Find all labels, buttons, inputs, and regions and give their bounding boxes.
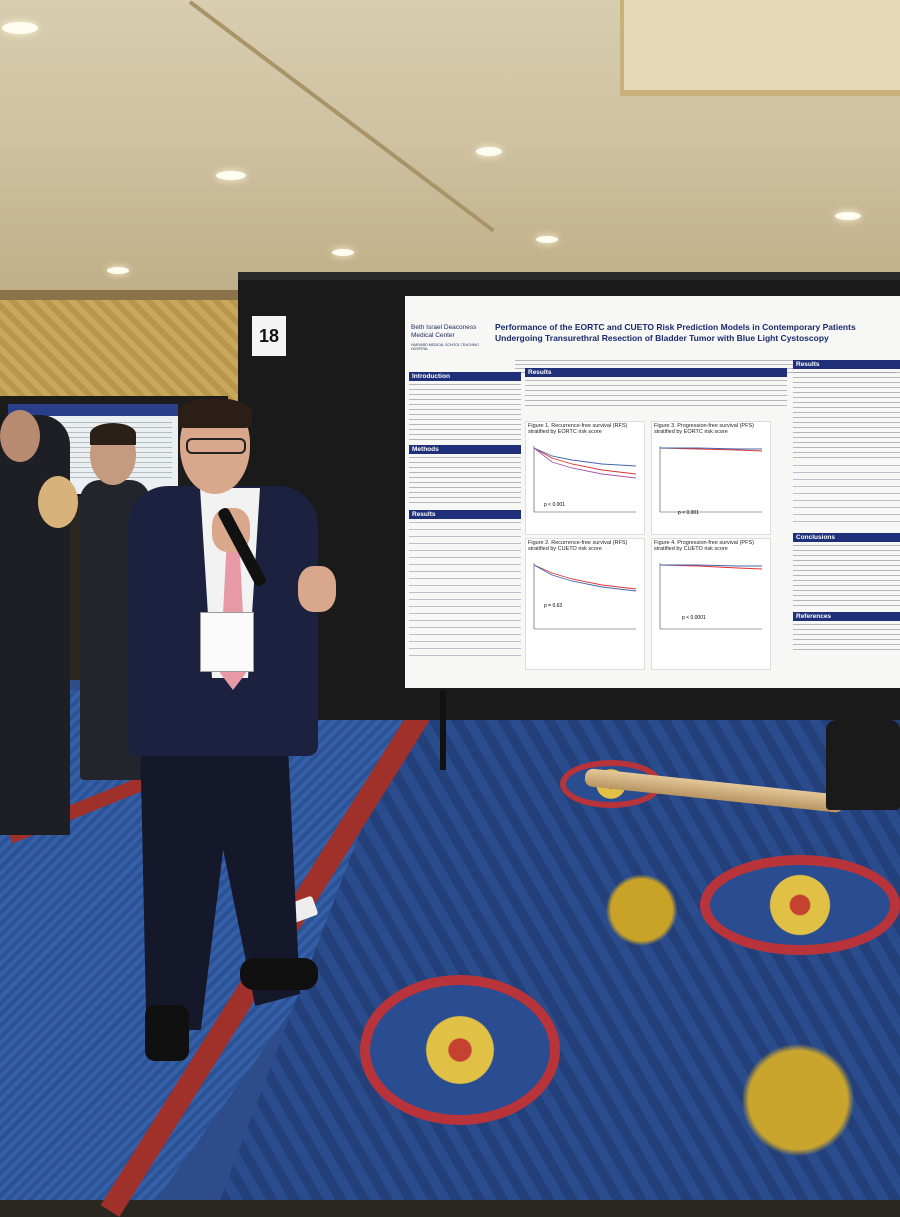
carpet-medallion — [700, 855, 900, 955]
results-table — [409, 522, 521, 662]
board-leg — [440, 690, 446, 770]
attendee-woman — [38, 476, 78, 528]
bag — [826, 720, 900, 810]
poster-title: Performance of the EORTC and CUETO Risk … — [495, 322, 856, 343]
presenter-hair — [178, 398, 252, 428]
section-results-left: Results — [409, 510, 521, 519]
ceiling-light — [536, 236, 558, 243]
poster-header: Beth Israel Deaconess Medical Center HAR… — [405, 316, 900, 374]
ceiling-light — [216, 171, 246, 180]
attendee-bg-man-hair — [90, 423, 136, 445]
presenter-badge — [200, 612, 254, 672]
km-curve-fig2 — [533, 563, 637, 630]
poster-col-right: Results Conclusions References — [793, 360, 900, 657]
section-introduction: Introduction — [409, 372, 521, 381]
presenter-glasses — [186, 438, 246, 454]
poster-logo: Beth Israel Deaconess Medical Center HAR… — [411, 324, 479, 351]
research-poster: Beth Israel Deaconess Medical Center HAR… — [405, 296, 900, 688]
ceiling-coffer — [620, 0, 900, 96]
poster-col-mid: Results — [525, 368, 787, 409]
carpet-medallion — [360, 975, 560, 1125]
section-methods: Methods — [409, 445, 521, 454]
presenter-shoe-left — [145, 1005, 189, 1061]
figure-2: Figure 2. Recurrence-free survival (RFS)… — [525, 538, 645, 670]
ceiling-light — [835, 212, 861, 220]
figure-4: Figure 4. Progression-free survival (PFS… — [651, 538, 771, 670]
km-curve-fig1 — [533, 446, 637, 513]
ceiling-light — [2, 22, 38, 34]
attendee-left-head — [0, 410, 40, 462]
section-results-right: Results — [793, 360, 900, 369]
ceiling-light — [332, 249, 354, 256]
section-results-mid: Results — [525, 368, 787, 377]
km-curve-fig3 — [659, 446, 763, 513]
figure-3: Figure 3. Progression-free survival (PFS… — [651, 421, 771, 535]
presenter-hand-gesture — [298, 566, 336, 612]
ceiling-light — [476, 147, 502, 156]
board-number: 18 — [252, 316, 286, 356]
poster-col-left: Introduction Methods Results — [409, 372, 521, 662]
presenter-shoe-right — [240, 958, 318, 990]
figure-1: Figure 1. Recurrence-free survival (RFS)… — [525, 421, 645, 535]
km-curve-fig4 — [659, 563, 763, 630]
section-conclusions: Conclusions — [793, 533, 900, 542]
section-references: References — [793, 612, 900, 621]
ceiling-light — [107, 267, 129, 274]
